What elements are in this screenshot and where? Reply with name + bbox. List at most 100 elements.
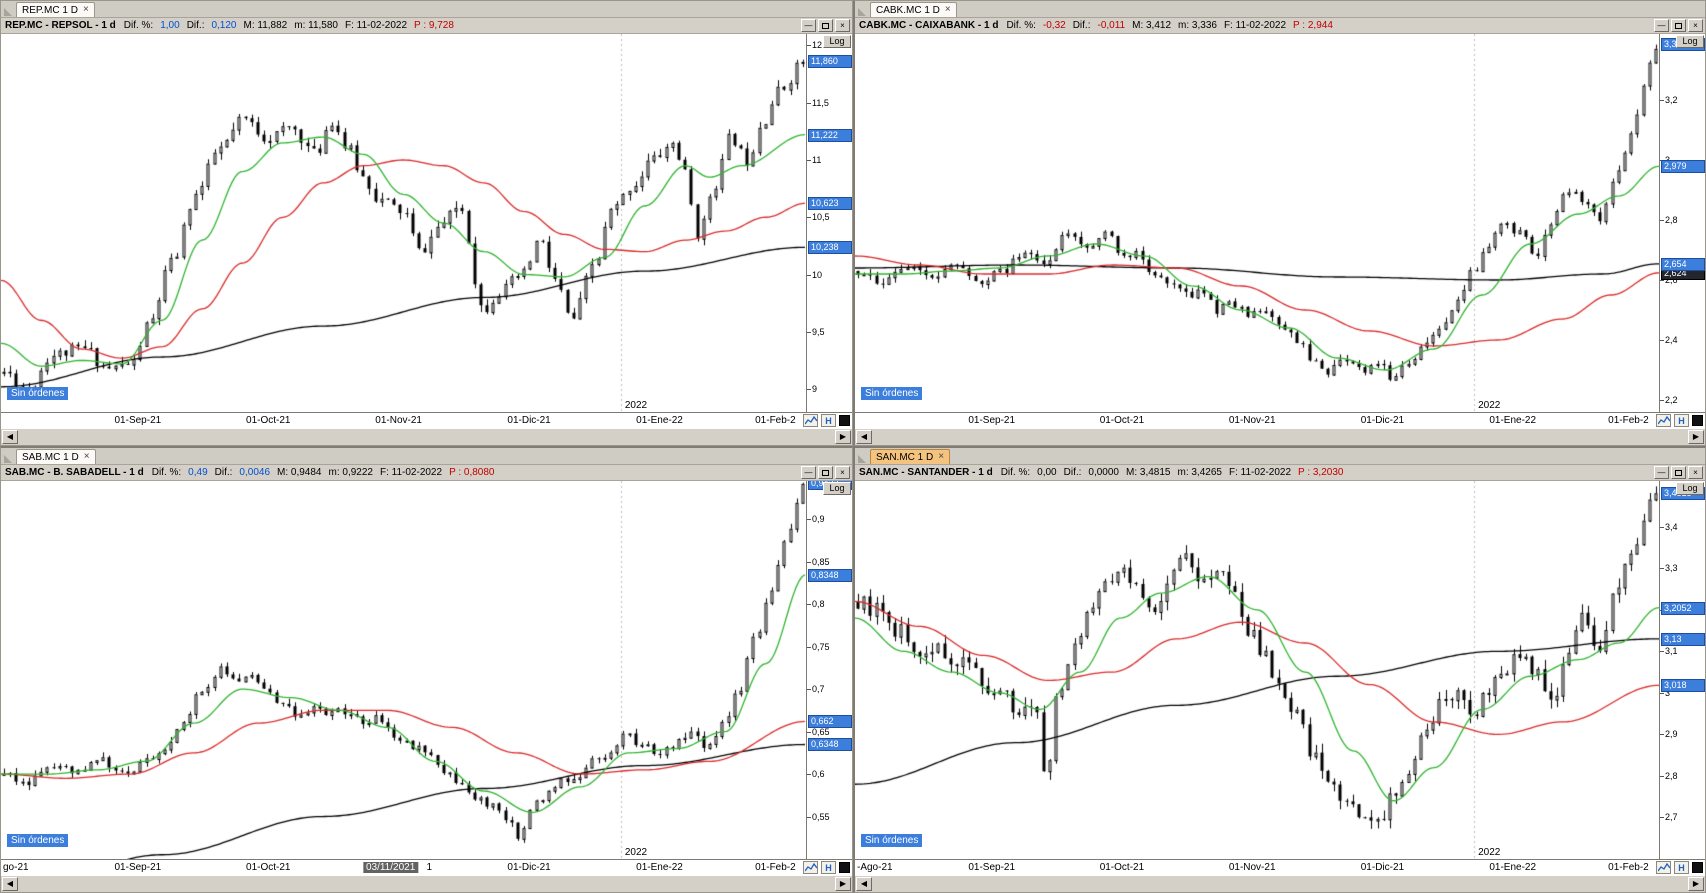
chart-tab[interactable]: CABK.MC 1 D × [870,2,957,17]
minimize-button[interactable]: — [801,466,816,479]
zigzag-line-icon[interactable] [1656,861,1671,874]
tab-corner-icon[interactable] [4,8,12,16]
minimize-button[interactable]: — [801,19,816,32]
tab-close-icon[interactable]: × [82,4,89,15]
price-chart[interactable] [1,481,806,859]
axis-tick-label: 3,3 [1660,563,1678,574]
price-axis[interactable]: Log 12 11,5 11 10,5 10 9,5 9 11,860 11,222 10,623… [806,34,852,412]
chart-tab[interactable]: REP.MC 1 D × [16,2,95,17]
letter-h-icon[interactable]: H [1674,414,1689,427]
axis-tick-label: 10 [806,269,823,280]
minimize-button[interactable]: — [1654,466,1669,479]
price-chart[interactable] [855,34,1659,412]
axis-tick-label: 12 [806,40,823,51]
title-field: F: 11-02-2022 [1223,20,1287,31]
scroll-left-button[interactable]: ◀ [2,430,18,444]
price-badge: 10,623 [808,197,852,211]
black-square-icon[interactable] [1692,862,1703,873]
log-scale-button[interactable]: Log [823,35,851,48]
title-values: Dif. %: 0,00 Dif.: 0,0000 M: 3,4815 m: 3,4265… [1001,467,1351,478]
letter-h-icon[interactable]: H [821,861,836,874]
black-square-icon[interactable] [839,862,850,873]
close-button[interactable]: × [1688,19,1703,32]
axis-tick-label: 0,6 [807,769,825,780]
chart-area: Log 12 11,5 11 10,5 10 9,5 9 11,860 11,222 10,623… [1,34,852,412]
tab-corner-icon[interactable] [858,455,866,463]
title-field: P : 0,8080 [449,467,495,478]
chart-scrollbar[interactable]: ◀ ▶ [855,875,1705,892]
log-scale-button[interactable]: Log [823,482,851,495]
restore-button[interactable] [818,19,833,32]
restore-button[interactable] [1671,466,1686,479]
price-badge: 10,238 [808,241,852,255]
date-axis: H 01-Sep-21 01-Oct-21 01-Nov-21 01-Dic-21 01… [1,412,852,428]
chart-tab[interactable]: SAN.MC 1 D × [870,449,951,464]
chart-tab[interactable]: SAB.MC 1 D × [16,449,96,464]
date-label: 01-Feb-2 [755,415,796,426]
restore-button[interactable] [1671,19,1686,32]
scroll-right-button[interactable]: ▶ [835,430,851,444]
title-values: Dif. %: 1,00 Dif.: 0,120 M: 11,882 m: 11,580 F… [124,20,461,31]
window-title-bar: REP.MC - REPSOL - 1 d Dif. %: 1,00 Dif.: 0,… [1,18,852,34]
axis-tick-label: 0,55 [807,811,830,822]
log-scale-button[interactable]: Log [1676,35,1704,48]
zigzag-line-icon[interactable] [803,861,818,874]
scroll-right-button[interactable]: ▶ [1688,430,1704,444]
instrument-title: REP.MC - REPSOL - 1 d [5,20,116,31]
tab-bar: CABK.MC 1 D × [855,1,1705,18]
date-label: 01-Dic-21 [1360,415,1405,426]
zigzag-line-icon[interactable] [1656,414,1671,427]
title-field: M: 0,9484 [277,467,322,478]
date-axis: H go-21 01-Sep-21 01-Oct-21 03/11/2021 1 01-D… [1,859,852,875]
scroll-right-button[interactable]: ▶ [1688,877,1704,891]
price-chart[interactable] [855,481,1659,859]
instrument-title: CABK.MC - CAIXABANK - 1 d [859,20,999,31]
chart-scrollbar[interactable]: ◀ ▶ [1,428,852,445]
scroll-left-button[interactable]: ◀ [856,430,872,444]
orders-badge: Sin órdenes [7,387,69,400]
tab-close-icon[interactable]: × [83,451,90,462]
tab-close-icon[interactable]: × [938,451,945,462]
axis-tick-label: 2,9 [1660,729,1678,740]
restore-button[interactable] [818,466,833,479]
tab-close-icon[interactable]: × [944,4,951,15]
date-label: 01-Feb-2 [1608,862,1649,873]
price-axis[interactable]: Log 3,43,33,23,132,92,82,73,48153,20523,… [1659,481,1705,859]
date-label: 01-Nov-21 [1228,415,1276,426]
price-axis[interactable]: Log 0,90,850,80,750,70,650,60,550,94320,… [806,481,852,859]
tab-label: CABK.MC 1 D [876,4,940,16]
price-badge: 2,979 [1661,160,1705,174]
chart-area: Log 0,90,850,80,750,70,650,60,550,94320,… [1,481,852,859]
close-button[interactable]: × [835,19,850,32]
date-label: 01-Sep-21 [114,862,162,873]
restore-icon [822,22,829,29]
title-field: m: 3,336 [1178,20,1217,31]
close-button[interactable]: × [835,466,850,479]
scroll-right-button[interactable]: ▶ [835,877,851,891]
price-badge: 0,8348 [808,568,852,582]
tab-corner-icon[interactable] [858,8,866,16]
title-field: Dif. %: [1000,467,1031,478]
tab-corner-icon[interactable] [4,455,12,463]
black-square-icon[interactable] [1692,415,1703,426]
letter-h-icon[interactable]: H [821,414,836,427]
tab-bar: SAN.MC 1 D × [855,448,1705,465]
scroll-left-button[interactable]: ◀ [2,877,18,891]
minimize-button[interactable]: — [1654,19,1669,32]
title-field: m: 11,580 [294,20,338,31]
log-scale-button[interactable]: Log [1676,482,1704,495]
scroll-left-button[interactable]: ◀ [856,877,872,891]
chart-scrollbar[interactable]: ◀ ▶ [1,875,852,892]
date-label: 01-Dic-21 [507,862,551,873]
date-label: 01-Ene-22 [636,862,683,873]
letter-h-icon[interactable]: H [1674,861,1689,874]
close-button[interactable]: × [1688,466,1703,479]
zigzag-line-icon[interactable] [803,414,818,427]
price-chart[interactable] [1,34,806,412]
black-square-icon[interactable] [839,415,850,426]
title-field: F: 11-02-2022 [1228,467,1292,478]
title-field: 0,49 [188,467,208,478]
chart-scrollbar[interactable]: ◀ ▶ [855,428,1705,445]
chart-window: SAB.MC 1 D × SAB.MC - B. SABADELL - 1 d … [0,446,853,893]
